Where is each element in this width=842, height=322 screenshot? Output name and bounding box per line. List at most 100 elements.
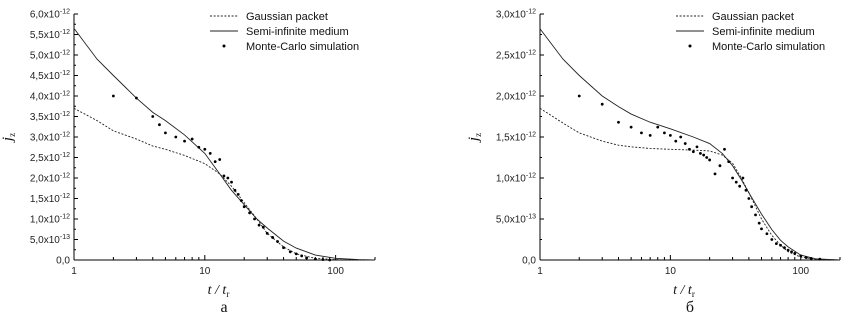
y-tick-label-mantissa: 4,0x10 — [30, 92, 60, 103]
x-axis-label: t / tr — [208, 283, 230, 299]
data-point — [760, 227, 763, 231]
y-tick-label-exponent: -12 — [60, 111, 70, 118]
chart-panel-b: 0,05,0x10-131,0x10-121,5x10-122,0x10-122… — [466, 9, 841, 316]
data-point — [668, 133, 672, 137]
y-tick-label: 5,0x10-13 — [30, 234, 70, 246]
data-point — [683, 142, 687, 145]
data-point — [213, 160, 217, 164]
y-axis-label-main: j — [466, 137, 482, 143]
y-tick-label-mantissa: 1,5x10 — [30, 194, 60, 205]
data-point — [239, 199, 243, 202]
data-point — [702, 153, 706, 157]
data-point — [248, 211, 252, 215]
data-point — [265, 231, 269, 235]
data-point — [799, 254, 803, 258]
data-point — [699, 152, 702, 155]
x-axis-label-subscript: r — [226, 289, 229, 299]
data-point — [750, 205, 754, 209]
y-tick-label-exponent: -12 — [60, 50, 70, 57]
y-tick-label-mantissa: 3,0x10 — [30, 133, 60, 144]
series-line-semi-infinite-medium — [73, 28, 376, 261]
series-line-semi-infinite-medium — [539, 28, 841, 261]
y-tick-label-mantissa: 1,0x10 — [496, 174, 526, 185]
y-tick-label: 0,0 — [522, 256, 536, 267]
data-point — [164, 131, 167, 135]
y-tick-label: 5,0x10-13 — [496, 214, 536, 226]
data-point — [111, 94, 115, 98]
legend-label: Gaussian packet — [246, 11, 328, 23]
y-tick-label-exponent: -12 — [60, 214, 70, 221]
data-point — [786, 248, 790, 252]
panel-caption: а — [220, 299, 227, 316]
data-point — [313, 257, 317, 261]
y-axis-label-subscript: z — [7, 133, 17, 137]
legend-label: Gaussian packet — [712, 11, 794, 23]
data-point — [271, 236, 275, 239]
data-point — [276, 240, 279, 243]
data-point — [779, 243, 782, 247]
y-tick-label: 2,5x10-12 — [30, 152, 70, 164]
y-tick-label: 2,0x10-12 — [496, 91, 536, 103]
y-tick-label: 4,5x10-12 — [30, 70, 70, 82]
data-point — [818, 257, 822, 261]
x-tick-label: 100 — [327, 266, 344, 277]
y-tick-label-exponent: -13 — [60, 234, 70, 241]
y-tick-label: 1,0x10-12 — [496, 173, 536, 185]
y-tick-label-mantissa: 2,5x10 — [30, 153, 60, 164]
data-point — [305, 256, 309, 260]
data-point — [328, 258, 332, 262]
data-point — [629, 125, 633, 129]
data-point — [793, 252, 797, 255]
y-tick-label: 0,0 — [56, 256, 70, 267]
data-point — [577, 94, 581, 98]
x-tick-label: 100 — [792, 266, 809, 277]
data-point — [804, 256, 808, 259]
x-tick-label: 10 — [665, 266, 677, 277]
legend-label: Semi-infinite medium — [246, 26, 349, 38]
data-point — [230, 180, 233, 184]
y-tick-label: 1,0x10-12 — [30, 214, 70, 226]
y-tick-label-exponent: -12 — [526, 9, 536, 16]
legend-label: Monte-Carlo simulation — [712, 41, 825, 53]
y-tick-label: 2,5x10-12 — [496, 50, 536, 62]
data-point — [770, 238, 774, 241]
y-tick-label-mantissa: 1,5x10 — [496, 133, 526, 144]
data-point — [288, 250, 292, 254]
data-point — [734, 180, 738, 184]
legend-marker — [222, 44, 226, 48]
y-tick-label: 1,5x10-12 — [496, 132, 536, 144]
y-tick-label-exponent: -12 — [60, 152, 70, 159]
y-axis-label: jz — [466, 133, 483, 143]
data-point — [738, 184, 742, 188]
panel-caption: б — [686, 299, 694, 316]
y-tick-label: 3,0x10-12 — [496, 9, 536, 21]
x-axis-label-subscript: r — [692, 289, 695, 299]
y-axis-label-main: j — [0, 137, 16, 143]
series-line-gaussian-packet — [539, 107, 841, 261]
data-point — [617, 120, 620, 124]
data-point — [222, 174, 226, 178]
y-tick-label-mantissa: 3,0x10 — [496, 10, 526, 21]
data-point — [783, 246, 786, 250]
data-point — [242, 205, 246, 209]
y-tick-label-mantissa: 2,0x10 — [496, 92, 526, 103]
y-tick-label-exponent: -12 — [526, 91, 536, 98]
chart-panel-a: 0,05,0x10-131,0x10-121,5x10-122,0x10-122… — [0, 9, 376, 316]
x-tick-label: 10 — [199, 266, 211, 277]
data-point — [218, 158, 222, 161]
y-tick-label-mantissa: 5,0x10 — [30, 51, 60, 62]
y-tick-label-mantissa: 2,5x10 — [496, 51, 526, 62]
y-tick-label-mantissa: 5,0x10 — [496, 215, 526, 226]
data-point — [236, 193, 240, 196]
data-point — [731, 176, 734, 180]
data-point — [257, 223, 261, 227]
data-point — [282, 246, 285, 250]
data-point — [203, 147, 207, 151]
y-tick-label-exponent: -12 — [526, 173, 536, 180]
y-tick-label-mantissa: 2,0x10 — [30, 174, 60, 185]
data-point — [747, 197, 751, 200]
y-axis-label: jz — [0, 133, 17, 143]
y-tick-label-exponent: -12 — [60, 193, 70, 200]
data-point — [208, 152, 212, 155]
data-point — [713, 172, 717, 176]
